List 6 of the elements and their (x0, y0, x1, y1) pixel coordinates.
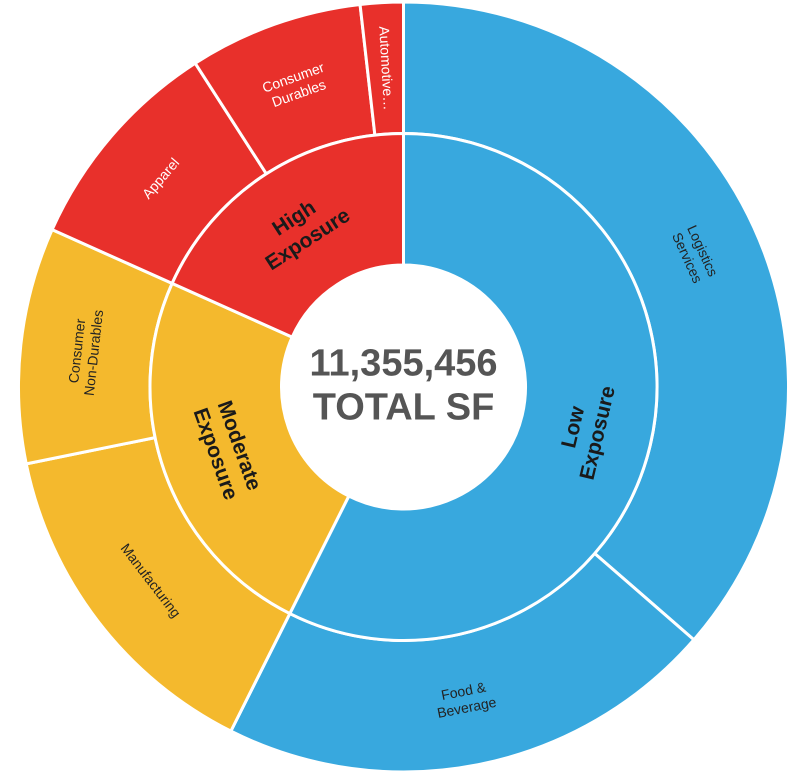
slice-label: Consumer Non-Durables (65, 308, 106, 397)
text: 11,355,456 (309, 342, 498, 384)
slice-label: Food & Beverage (436, 678, 498, 721)
slice-label: Low Exposure (557, 384, 620, 482)
slice-label: Automotive… (376, 26, 397, 111)
text: TOTAL SF (312, 386, 494, 428)
